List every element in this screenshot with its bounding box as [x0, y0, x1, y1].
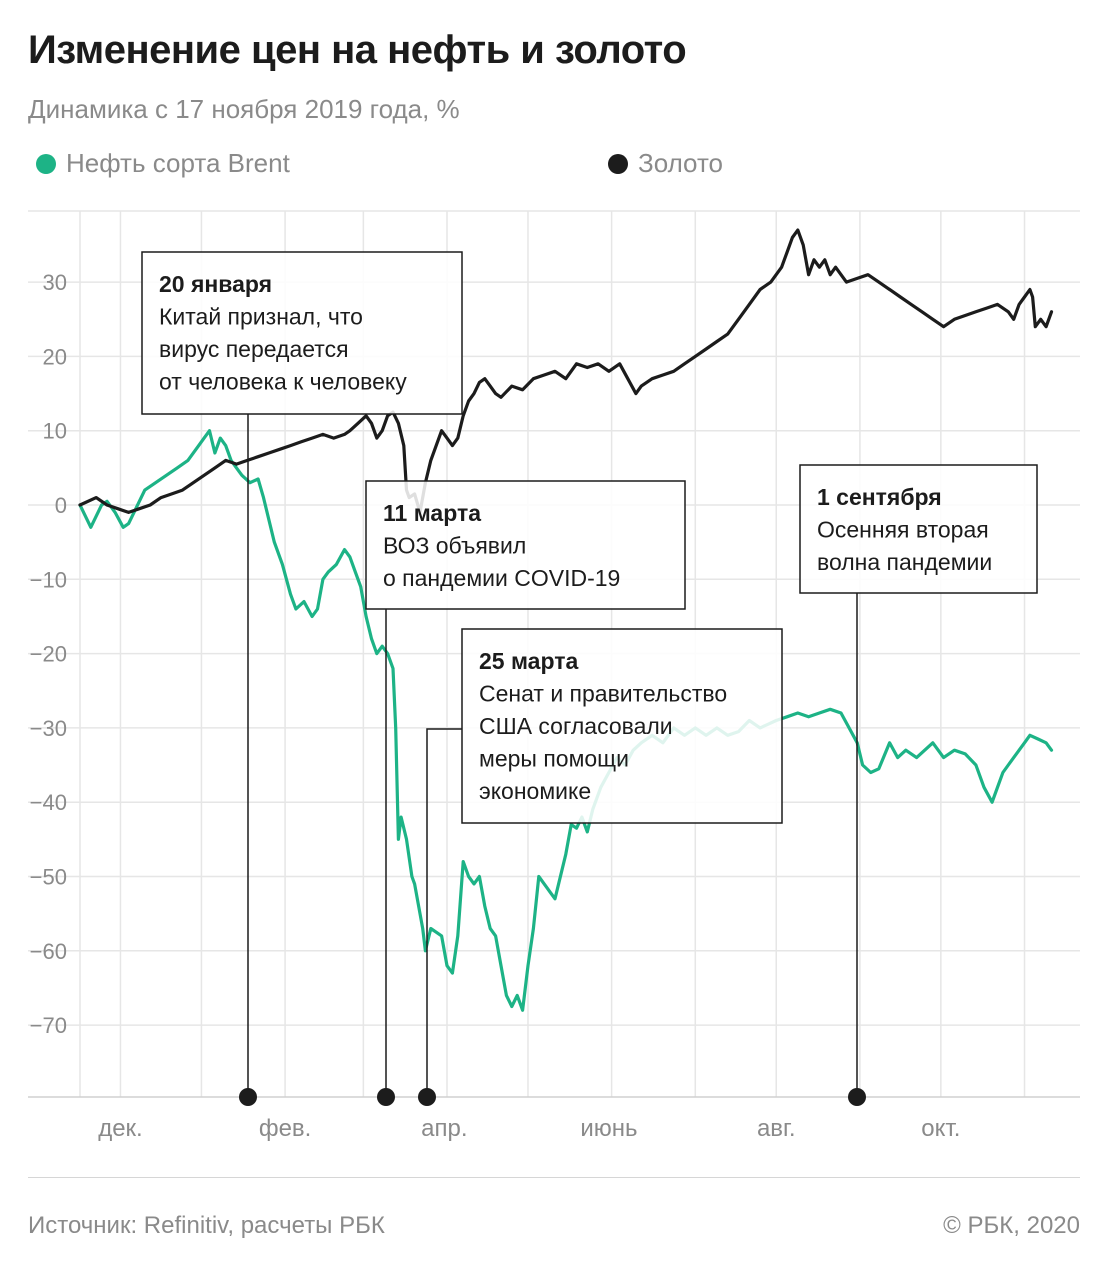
footer-divider	[28, 1177, 1080, 1178]
x-tick-label: июнь	[580, 1115, 637, 1142]
y-tick-label: 30	[43, 270, 67, 295]
event-description-line: от человека к человеку	[159, 369, 407, 395]
event-description-line: Китай признал, что	[159, 304, 363, 330]
x-tick-label: апр.	[421, 1115, 467, 1142]
legend-dot-gold-icon	[608, 153, 628, 174]
legend-item-gold: Золото	[608, 148, 723, 179]
y-tick-label: 0	[55, 493, 67, 518]
event-description-line: Осенняя вторая	[817, 517, 989, 543]
legend-label-gold: Золото	[638, 148, 724, 178]
event-description-line: меры помощи	[479, 746, 629, 772]
legend-dot-brent-icon	[36, 153, 56, 174]
event-description-line: экономике	[479, 778, 591, 804]
event-annotation-box	[365, 480, 686, 610]
event-annotation-box	[799, 464, 1038, 594]
copyright-note: © РБК, 2020	[943, 1212, 1080, 1239]
y-tick-label: −30	[30, 716, 67, 741]
y-tick-label: −60	[30, 939, 67, 964]
event-marker-icon	[377, 1088, 395, 1106]
x-tick-label: дек.	[98, 1115, 143, 1142]
x-tick-label: авг.	[757, 1115, 796, 1142]
y-tick-label: 10	[43, 419, 67, 444]
legend-label-brent: Нефть сорта Brent	[66, 148, 290, 178]
y-tick-label: −10	[30, 567, 67, 592]
event-description-line: волна пандемии	[817, 549, 992, 575]
event-description-line: ВОЗ объявил	[383, 533, 526, 559]
chart-subtitle: Динамика с 17 ноября 2019 года, %	[28, 94, 460, 124]
event-annotation-box	[461, 628, 783, 824]
event-date: 11 марта	[383, 500, 481, 526]
event-annotation-box	[141, 251, 463, 415]
y-tick-label: −50	[30, 865, 67, 890]
event-connector	[426, 728, 462, 1097]
x-tick-label: окт.	[921, 1115, 960, 1142]
event-marker-icon	[848, 1088, 866, 1106]
event-date: 20 января	[159, 271, 272, 297]
x-tick-label: фев.	[259, 1115, 312, 1142]
event-marker-icon	[418, 1088, 436, 1106]
event-description-line: Сенат и правительство	[479, 681, 727, 707]
event-date: 1 сентября	[817, 484, 942, 510]
source-note: Источник: Refinitiv, расчеты РБК	[28, 1212, 385, 1239]
event-date: 25 марта	[479, 648, 578, 674]
event-description-line: о пандемии COVID-19	[383, 565, 620, 591]
y-tick-label: −20	[30, 642, 67, 667]
legend-item-brent: Нефть сорта Brent	[36, 148, 290, 179]
event-marker-icon	[239, 1088, 257, 1106]
event-description-line: вирус передается	[159, 336, 349, 362]
event-description-line: США согласовали	[479, 713, 673, 739]
y-tick-label: −70	[30, 1013, 67, 1038]
series-line-brent	[78, 429, 1054, 1012]
chart-title: Изменение цен на нефть и золото	[28, 28, 687, 72]
y-tick-label: −40	[30, 790, 67, 815]
y-tick-label: 20	[43, 344, 67, 369]
series-line-gold	[78, 228, 1054, 514]
line-chart: 30 20 10 0 −10 −20 −30 −40 −50 −60 −70 дек. фев. апр.…	[28, 210, 1080, 1142]
